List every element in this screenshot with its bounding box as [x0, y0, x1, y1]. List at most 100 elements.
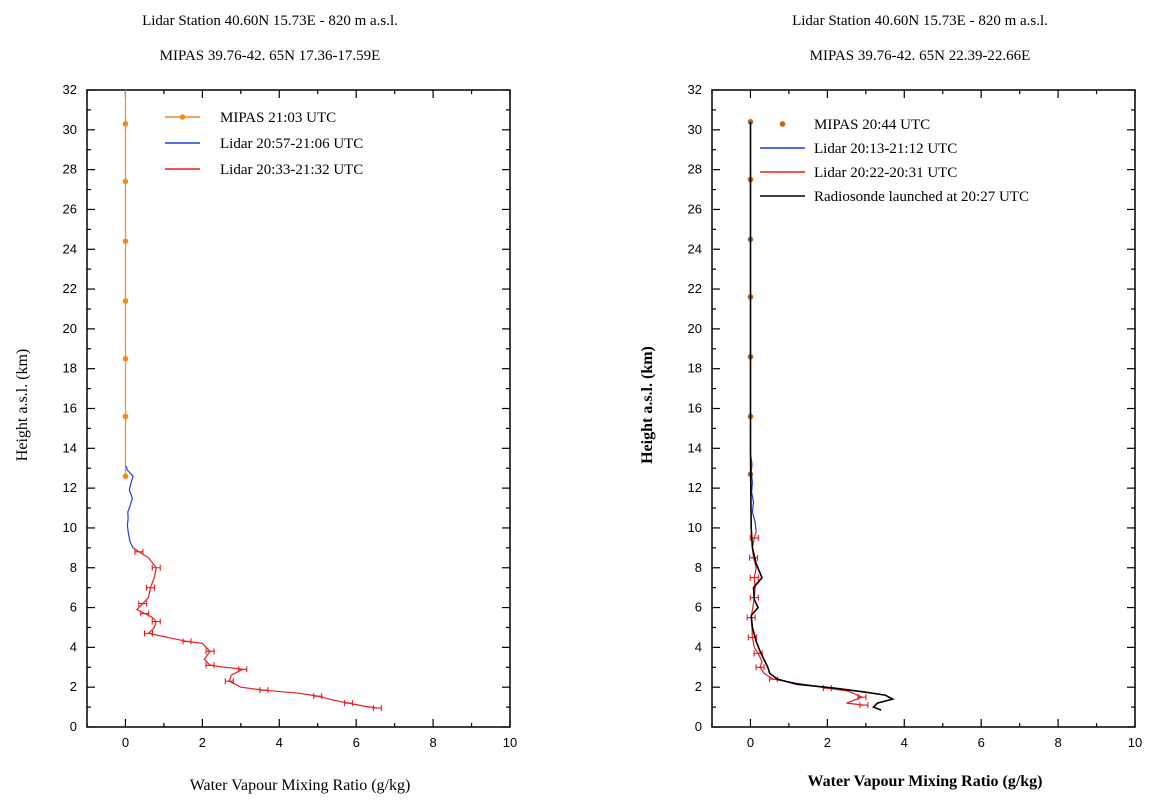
right-title-line2: MIPAS 39.76-42. 65N 22.39-22.66E [810, 48, 1031, 64]
left-legend-label-2: Lidar 20:33-21:32 UTC [220, 162, 363, 178]
right-y-tick-label: 24 [688, 241, 702, 256]
right-legend-label-3: Radiosonde launched at 20:27 UTC [814, 189, 1029, 205]
right-x-axis-title: Water Vapour Mixing Ratio (g/kg) [808, 773, 1043, 790]
right-series-2 [746, 531, 869, 709]
left-series-2-errorbar [134, 548, 144, 555]
left-x-tick-label: 4 [276, 735, 283, 750]
right-y-tick-label: 18 [688, 361, 702, 376]
left-series-0-marker [122, 473, 129, 479]
right-series-2-errorbar [755, 664, 765, 671]
left-series-2-errorbar [205, 662, 215, 669]
right-y-tick-label: 12 [688, 480, 702, 495]
left-x-tick-label: 10 [503, 735, 517, 750]
left-series-2 [132, 547, 382, 712]
left-series-0-marker [122, 413, 129, 420]
left-series-0 [122, 90, 129, 479]
right-x-tick-label: 2 [824, 735, 831, 750]
left-y-tick-label: 16 [63, 401, 77, 416]
left-series-2-errorbar [138, 600, 148, 607]
right-x-tick-label: 4 [901, 735, 908, 750]
left-series-2-errorbar [343, 700, 354, 707]
right-series-3-line [749, 121, 895, 711]
left-series-2-errorbar [372, 705, 382, 712]
left-y-tick-label: 24 [63, 241, 77, 256]
left-y-tick-label: 20 [63, 321, 77, 336]
right-x-tick-label: 8 [1054, 735, 1061, 750]
right-y-tick-label: 14 [688, 440, 702, 455]
right-series-2-errorbar [857, 694, 867, 701]
left-y-tick-label: 4 [70, 639, 77, 654]
right-plot-frame [711, 89, 1136, 728]
left-y-tick-label: 18 [63, 361, 77, 376]
right-series-2-errorbar [859, 702, 869, 709]
right-x-tick-label: 6 [978, 735, 985, 750]
left-series-2-errorbar [205, 648, 215, 655]
left-y-tick-label: 2 [70, 679, 77, 694]
left-y-tick-label: 22 [63, 281, 77, 296]
left-x-axis-title: Water Vapour Mixing Ratio (g/kg) [190, 777, 411, 794]
right-chart-panel: Lidar Station 40.60N 15.73E - 820 m a.s.… [639, 13, 1142, 790]
left-series-0-marker [122, 121, 129, 127]
left-series-0-marker [122, 298, 129, 304]
left-series-1-line [125, 466, 134, 549]
left-series-2-errorbar [224, 678, 234, 685]
left-x-tick-label: 2 [199, 735, 206, 750]
right-legend-label-1: Lidar 20:13-21:12 UTC [814, 141, 957, 157]
left-series-0-marker [122, 238, 129, 245]
left-x-tick-label: 6 [353, 735, 360, 750]
left-y-tick-label: 8 [70, 560, 77, 575]
right-legend-label-0: MIPAS 20:44 UTC [814, 117, 930, 133]
left-series-0-marker [122, 355, 129, 362]
left-legend-marker-0 [179, 114, 186, 120]
right-y-tick-label: 30 [688, 122, 702, 137]
left-x-tick-label: 8 [429, 735, 436, 750]
left-y-tick-label: 6 [70, 600, 77, 615]
left-series-2-errorbar [151, 564, 161, 571]
right-legend-label-2: Lidar 20:22-20:31 UTC [814, 165, 957, 181]
right-x-tick-label: 0 [747, 735, 754, 750]
right-x-tick-label: 10 [1128, 735, 1142, 750]
left-title-line2: MIPAS 39.76-42. 65N 17.36-17.59E [160, 48, 381, 64]
left-title-line1: Lidar Station 40.60N 15.73E - 820 m a.s.… [142, 13, 398, 29]
right-series-3 [749, 121, 895, 711]
right-series-0-marker [747, 119, 754, 125]
left-x-tick-label: 0 [122, 735, 129, 750]
right-y-tick-label: 10 [688, 520, 702, 535]
right-series-2-errorbar [749, 574, 759, 581]
right-y-tick-label: 4 [695, 639, 702, 654]
left-y-tick-label: 32 [63, 82, 77, 97]
right-y-axis-title: Height a.s.l. (km) [639, 346, 656, 464]
left-series-1 [125, 466, 134, 549]
right-y-tick-label: 0 [695, 719, 702, 734]
left-series-2-errorbar [143, 630, 154, 637]
left-series-2-errorbar [151, 618, 161, 625]
left-y-tick-label: 26 [63, 201, 77, 216]
right-y-tick-label: 26 [688, 201, 702, 216]
left-y-tick-label: 10 [63, 520, 77, 535]
left-chart-panel: Lidar Station 40.60N 15.73E - 820 m a.s.… [14, 13, 517, 794]
left-series-2-errorbar [238, 666, 248, 673]
left-series-2-errorbar [313, 693, 323, 700]
left-y-tick-label: 12 [63, 480, 77, 495]
right-series-2-errorbar [748, 554, 759, 561]
left-y-axis-title: Height a.s.l. (km) [14, 349, 31, 461]
left-series-0-marker [122, 178, 129, 185]
left-y-tick-label: 14 [63, 440, 77, 455]
right-series-2-line [750, 531, 864, 706]
left-series-2-errorbar [145, 584, 155, 591]
left-series-2-errorbar [259, 687, 269, 694]
left-legend-label-0: MIPAS 21:03 UTC [220, 110, 336, 126]
left-series-2-errorbar [140, 610, 150, 617]
left-legend-label-1: Lidar 20:57-21:06 UTC [220, 136, 363, 152]
right-y-tick-label: 20 [688, 321, 702, 336]
right-y-tick-label: 6 [695, 600, 702, 615]
left-y-tick-label: 28 [63, 162, 77, 177]
left-y-tick-label: 0 [70, 719, 77, 734]
right-y-tick-label: 32 [688, 82, 702, 97]
right-y-tick-label: 22 [688, 281, 702, 296]
right-y-tick-label: 2 [695, 679, 702, 694]
right-legend-marker-0 [779, 121, 786, 127]
right-y-tick-label: 28 [688, 162, 702, 177]
left-series-2-errorbar [182, 638, 192, 645]
